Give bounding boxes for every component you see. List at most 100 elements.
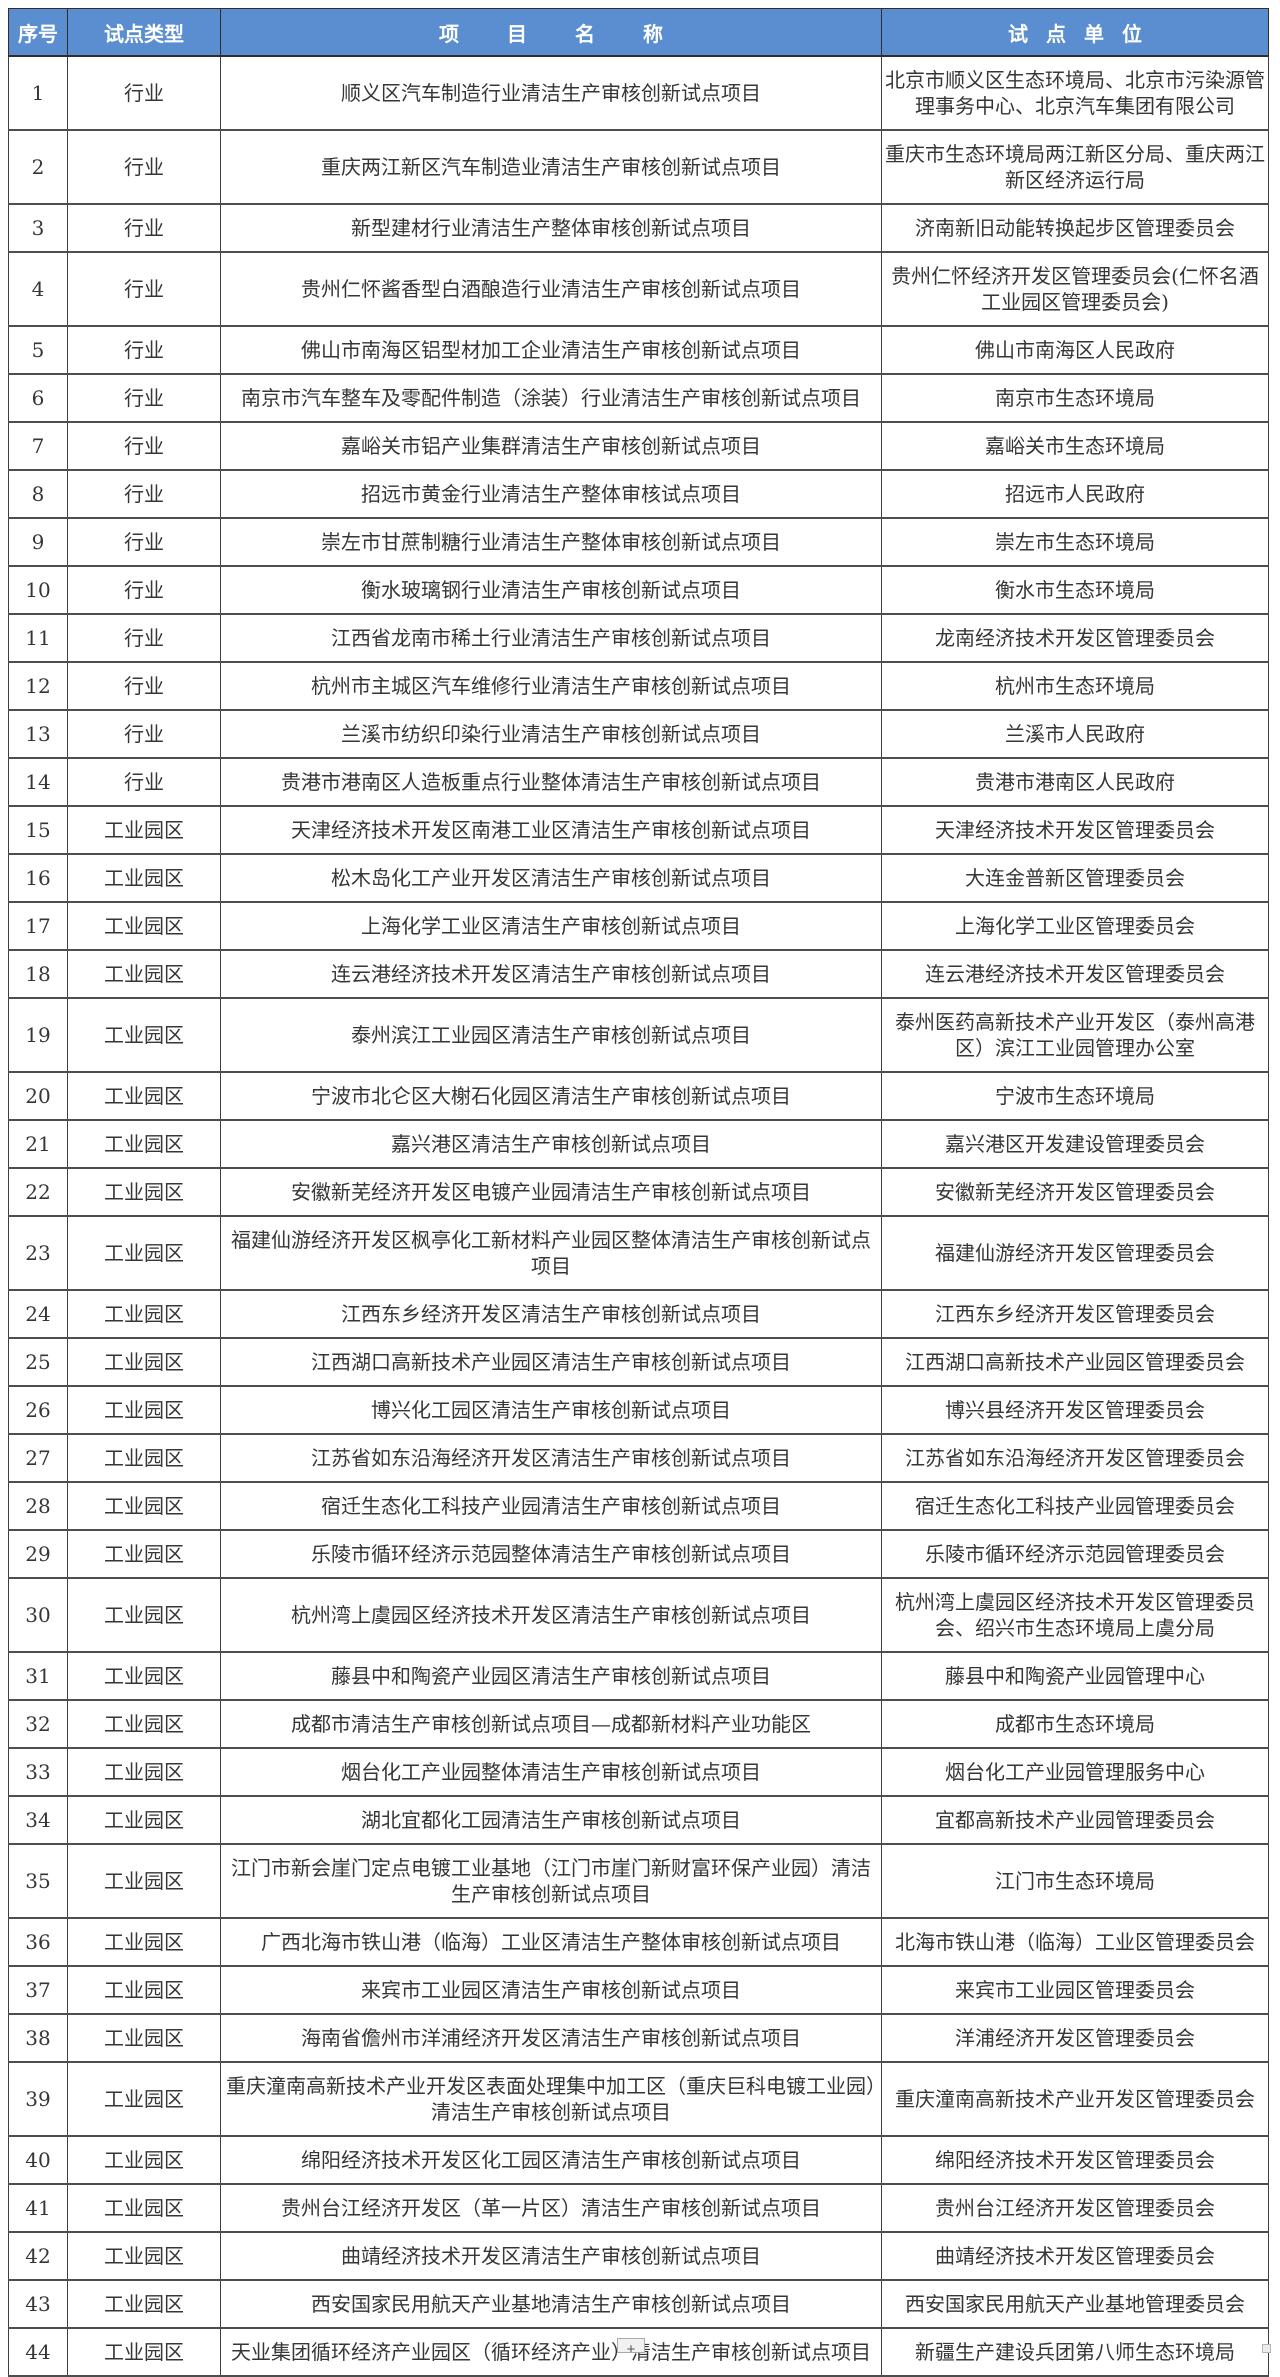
serial-number-cell: 4 [8, 251, 68, 327]
project-name-cell: 江西省龙南市稀土行业清洁生产审核创新试点项目 [220, 613, 882, 663]
pilot-type-cell: 工业园区 [67, 2013, 221, 2063]
pilot-unit-cell: 烟台化工产业园管理服务中心 [881, 1747, 1269, 1797]
serial-number-cell: 36 [8, 1917, 68, 1967]
pilot-unit-cell: 贵州台江经济开发区管理委员会 [881, 2183, 1269, 2233]
project-name-cell: 宿迁生态化工科技产业园清洁生产审核创新试点项目 [220, 1481, 882, 1531]
table-row: 4 行业 贵州仁怀酱香型白酒酿造行业清洁生产审核创新试点项目 贵州仁怀经济开发区… [8, 251, 1269, 327]
serial-number-cell: 14 [8, 757, 68, 807]
table-row: 38 工业园区 海南省儋州市洋浦经济开发区清洁生产审核创新试点项目 洋浦经济开发… [8, 2013, 1269, 2063]
pilot-unit-cell: 成都市生态环境局 [881, 1699, 1269, 1749]
pilot-type-cell: 工业园区 [67, 1433, 221, 1483]
table-row: 11 行业 江西省龙南市稀土行业清洁生产审核创新试点项目 龙南经济技术开发区管理… [8, 613, 1269, 663]
pilot-unit-cell: 贵港市港南区人民政府 [881, 757, 1269, 807]
table-row: 2 行业 重庆两江新区汽车制造业清洁生产审核创新试点项目 重庆市生态环境局两江新… [8, 129, 1269, 205]
serial-number-cell: 21 [8, 1119, 68, 1169]
scroll-plus-button[interactable]: + [617, 2338, 645, 2353]
project-name-cell: 佛山市南海区铝型材加工企业清洁生产审核创新试点项目 [220, 325, 882, 375]
pilot-type-cell: 行业 [67, 325, 221, 375]
pilot-unit-cell: 兰溪市人民政府 [881, 709, 1269, 759]
project-name-cell: 乐陵市循环经济示范园整体清洁生产审核创新试点项目 [220, 1529, 882, 1579]
pilot-unit-cell: 天津经济技术开发区管理委员会 [881, 805, 1269, 855]
serial-number-cell: 44 [8, 2327, 68, 2377]
header-pilot-unit: 试点单位 [881, 8, 1269, 57]
pilot-type-cell: 工业园区 [67, 1289, 221, 1339]
table-row: 31 工业园区 藤县中和陶瓷产业园区清洁生产审核创新试点项目 藤县中和陶瓷产业园… [8, 1651, 1269, 1701]
serial-number-cell: 1 [8, 55, 68, 131]
serial-number-cell: 27 [8, 1433, 68, 1483]
pilot-unit-cell: 贵州仁怀经济开发区管理委员会(仁怀名酒工业园区管理委员会) [881, 251, 1269, 327]
project-name-cell: 成都市清洁生产审核创新试点项目—成都新材料产业功能区 [220, 1699, 882, 1749]
project-name-cell: 衡水玻璃钢行业清洁生产审核创新试点项目 [220, 565, 882, 615]
table-row: 3 行业 新型建材行业清洁生产整体审核创新试点项目 济南新旧动能转换起步区管理委… [8, 203, 1269, 253]
serial-number-cell: 22 [8, 1167, 68, 1217]
pilot-type-cell: 行业 [67, 129, 221, 205]
table-row: 8 行业 招远市黄金行业清洁生产整体审核试点项目 招远市人民政府 [8, 469, 1269, 519]
pilot-type-cell: 工业园区 [67, 901, 221, 951]
serial-number-cell: 19 [8, 997, 68, 1073]
serial-number-cell: 6 [8, 373, 68, 423]
pilot-type-cell: 工业园区 [67, 1651, 221, 1701]
pilot-type-cell: 工业园区 [67, 2183, 221, 2233]
serial-number-cell: 35 [8, 1843, 68, 1919]
pilot-unit-cell: 上海化学工业区管理委员会 [881, 901, 1269, 951]
pilot-type-cell: 行业 [67, 55, 221, 131]
table-row: 13 行业 兰溪市纺织印染行业清洁生产审核创新试点项目 兰溪市人民政府 [8, 709, 1269, 759]
pilot-type-cell: 行业 [67, 421, 221, 471]
project-name-cell: 博兴化工园区清洁生产审核创新试点项目 [220, 1385, 882, 1435]
pilot-type-cell: 工业园区 [67, 1843, 221, 1919]
table-row: 29 工业园区 乐陵市循环经济示范园整体清洁生产审核创新试点项目 乐陵市循环经济… [8, 1529, 1269, 1579]
table-row: 20 工业园区 宁波市北仑区大榭石化园区清洁生产审核创新试点项目 宁波市生态环境… [8, 1071, 1269, 1121]
pilot-unit-cell: 嘉峪关市生态环境局 [881, 421, 1269, 471]
pilot-type-cell: 工业园区 [67, 1917, 221, 1967]
project-name-cell: 天津经济技术开发区南港工业区清洁生产审核创新试点项目 [220, 805, 882, 855]
pilot-type-cell: 工业园区 [67, 805, 221, 855]
pilot-type-cell: 行业 [67, 757, 221, 807]
serial-number-cell: 26 [8, 1385, 68, 1435]
serial-number-cell: 40 [8, 2135, 68, 2185]
table-row: 41 工业园区 贵州台江经济开发区（革一片区）清洁生产审核创新试点项目 贵州台江… [8, 2183, 1269, 2233]
table-row: 32 工业园区 成都市清洁生产审核创新试点项目—成都新材料产业功能区 成都市生态… [8, 1699, 1269, 1749]
pilot-type-cell: 工业园区 [67, 2231, 221, 2281]
project-name-cell: 崇左市甘蔗制糖行业清洁生产整体审核创新试点项目 [220, 517, 882, 567]
table-row: 39 工业园区 重庆潼南高新技术产业开发区表面处理集中加工区（重庆巨科电镀工业园… [8, 2061, 1269, 2137]
serial-number-cell: 31 [8, 1651, 68, 1701]
table-row: 42 工业园区 曲靖经济技术开发区清洁生产审核创新试点项目 曲靖经济技术开发区管… [8, 2231, 1269, 2281]
table-row: 14 行业 贵港市港南区人造板重点行业整体清洁生产审核创新试点项目 贵港市港南区… [8, 757, 1269, 807]
pilot-type-cell: 行业 [67, 469, 221, 519]
pilot-unit-cell: 连云港经济技术开发区管理委员会 [881, 949, 1269, 999]
table-row: 16 工业园区 松木岛化工产业开发区清洁生产审核创新试点项目 大连金普新区管理委… [8, 853, 1269, 903]
pilot-unit-cell: 宿迁生态化工科技产业园管理委员会 [881, 1481, 1269, 1531]
project-name-cell: 南京市汽车整车及零配件制造（涂装）行业清洁生产审核创新试点项目 [220, 373, 882, 423]
pilot-type-cell: 工业园区 [67, 1119, 221, 1169]
serial-number-cell: 41 [8, 2183, 68, 2233]
table-row: 26 工业园区 博兴化工园区清洁生产审核创新试点项目 博兴县经济开发区管理委员会 [8, 1385, 1269, 1435]
pilot-unit-cell: 来宾市工业园区管理委员会 [881, 1965, 1269, 2015]
table-row: 27 工业园区 江苏省如东沿海经济开发区清洁生产审核创新试点项目 江苏省如东沿海… [8, 1433, 1269, 1483]
table-row: 6 行业 南京市汽车整车及零配件制造（涂装）行业清洁生产审核创新试点项目 南京市… [8, 373, 1269, 423]
serial-number-cell: 17 [8, 901, 68, 951]
table-row: 21 工业园区 嘉兴港区清洁生产审核创新试点项目 嘉兴港区开发建设管理委员会 [8, 1119, 1269, 1169]
serial-number-cell: 30 [8, 1577, 68, 1653]
pilot-unit-cell: 博兴县经济开发区管理委员会 [881, 1385, 1269, 1435]
pilot-unit-cell: 杭州市生态环境局 [881, 661, 1269, 711]
pilot-type-cell: 行业 [67, 709, 221, 759]
table-row: 7 行业 嘉峪关市铝产业集群清洁生产审核创新试点项目 嘉峪关市生态环境局 [8, 421, 1269, 471]
table-row: 28 工业园区 宿迁生态化工科技产业园清洁生产审核创新试点项目 宿迁生态化工科技… [8, 1481, 1269, 1531]
pilot-type-cell: 行业 [67, 565, 221, 615]
pilot-type-cell: 工业园区 [67, 853, 221, 903]
serial-number-cell: 11 [8, 613, 68, 663]
project-name-cell: 安徽新芜经济开发区电镀产业园清洁生产审核创新试点项目 [220, 1167, 882, 1217]
project-name-cell: 嘉峪关市铝产业集群清洁生产审核创新试点项目 [220, 421, 882, 471]
table-row: 22 工业园区 安徽新芜经济开发区电镀产业园清洁生产审核创新试点项目 安徽新芜经… [8, 1167, 1269, 1217]
serial-number-cell: 5 [8, 325, 68, 375]
pilot-type-cell: 行业 [67, 203, 221, 253]
pilot-unit-cell: 西安国家民用航天产业基地管理委员会 [881, 2279, 1269, 2329]
serial-number-cell: 23 [8, 1215, 68, 1291]
serial-number-cell: 9 [8, 517, 68, 567]
pilot-unit-cell: 大连金普新区管理委员会 [881, 853, 1269, 903]
pilot-type-cell: 工业园区 [67, 2135, 221, 2185]
table-row: 33 工业园区 烟台化工产业园整体清洁生产审核创新试点项目 烟台化工产业园管理服… [8, 1747, 1269, 1797]
serial-number-cell: 2 [8, 129, 68, 205]
table-row: 15 工业园区 天津经济技术开发区南港工业区清洁生产审核创新试点项目 天津经济技… [8, 805, 1269, 855]
pilot-unit-cell: 乐陵市循环经济示范园管理委员会 [881, 1529, 1269, 1579]
